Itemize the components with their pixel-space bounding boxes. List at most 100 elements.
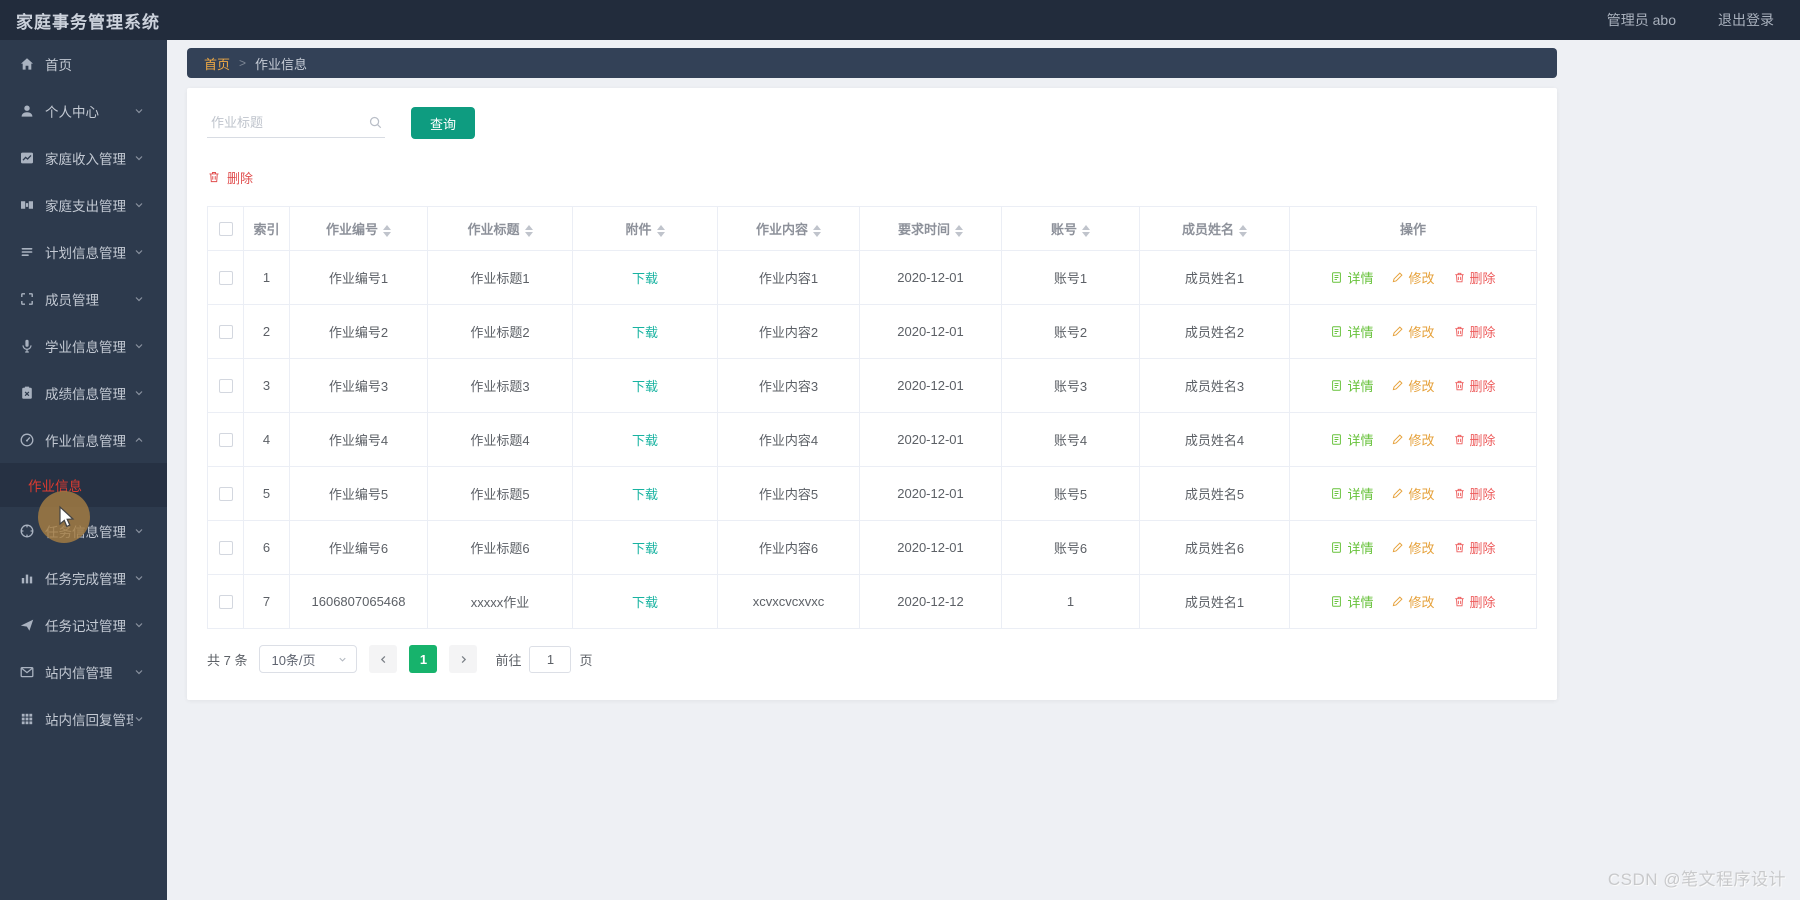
sidebar-item-task-info[interactable]: 任务信息管理: [0, 507, 167, 554]
pencil-icon: [1391, 325, 1404, 338]
row-checkbox[interactable]: [218, 271, 233, 286]
admin-user-label[interactable]: 管理员 abo: [1606, 12, 1676, 28]
column-header-title[interactable]: 作业标题: [427, 206, 573, 251]
column-header-select[interactable]: [207, 206, 244, 251]
mail-icon: [19, 664, 35, 680]
sidebar-item-homework-info[interactable]: 作业信息管理: [0, 416, 167, 463]
sort-carets-icon[interactable]: [656, 224, 665, 237]
next-page-button[interactable]: [449, 645, 478, 673]
row-checkbox[interactable]: [218, 379, 233, 394]
column-header-number[interactable]: 作业编号: [289, 206, 428, 251]
download-link[interactable]: 下载: [631, 325, 658, 340]
row-action-edit[interactable]: 修改: [1391, 322, 1435, 341]
logout-link[interactable]: 退出登录: [1718, 12, 1774, 28]
row-action-detail[interactable]: 详情: [1330, 484, 1373, 503]
chevron-down-icon: [133, 152, 145, 164]
sidebar-item-site-message[interactable]: 站内信管理: [0, 648, 167, 695]
current-page[interactable]: 1: [409, 645, 438, 673]
sidebar-subitem-homework-info-item[interactable]: 作业信息: [0, 463, 167, 507]
sort-carets-icon[interactable]: [383, 224, 391, 237]
search-field: [207, 108, 385, 138]
column-header-account[interactable]: 账号: [1001, 206, 1140, 251]
trash-icon: [1453, 271, 1466, 284]
table-row: 5 作业编号5 作业标题5 下载 作业内容5 2020-12-01 账号5 成员姓名5 详情 修改…: [207, 466, 1537, 521]
download-link[interactable]: 下载: [631, 271, 658, 286]
sidebar-item-home[interactable]: 首页: [0, 40, 167, 87]
row-action-delete[interactable]: 删除: [1453, 268, 1496, 287]
sidebar-item-score-info[interactable]: 成绩信息管理: [0, 369, 167, 416]
row-checkbox[interactable]: [218, 325, 233, 340]
chevron-down-icon: [133, 666, 145, 678]
sidebar-item-task-record[interactable]: 任务记过管理: [0, 601, 167, 648]
row-action-edit[interactable]: 修改: [1391, 538, 1435, 557]
sidebar-item-family-income[interactable]: 家庭收入管理: [0, 134, 167, 181]
account: 账号3: [1001, 358, 1140, 413]
delete-button[interactable]: 删除: [207, 168, 253, 187]
user-icon: [19, 103, 35, 119]
row-action-delete[interactable]: 删除: [1453, 376, 1496, 395]
sort-carets-icon[interactable]: [955, 224, 963, 237]
pencil-icon: [1391, 379, 1404, 392]
sidebar-item-study-info[interactable]: 学业信息管理: [0, 322, 167, 369]
row-action-label: 删除: [1469, 541, 1496, 556]
study-mic-icon: [19, 338, 35, 354]
download-link[interactable]: 下载: [631, 487, 658, 502]
download-link[interactable]: 下载: [631, 433, 658, 448]
select-all-checkbox[interactable]: [218, 222, 233, 237]
row-action-delete[interactable]: 删除: [1453, 322, 1496, 341]
row-action-delete[interactable]: 删除: [1453, 430, 1496, 449]
row-action-detail[interactable]: 详情: [1330, 430, 1373, 449]
pencil-icon: [1391, 595, 1404, 608]
sidebar-item-task-completion[interactable]: 任务完成管理: [0, 554, 167, 601]
sidebar-item-plan-info[interactable]: 计划信息管理: [0, 228, 167, 275]
sidebar-item-personal-center[interactable]: 个人中心: [0, 87, 167, 134]
prev-page-button[interactable]: [369, 645, 398, 673]
row-action-edit[interactable]: 修改: [1391, 484, 1435, 503]
row-action-edit[interactable]: 修改: [1391, 376, 1435, 395]
row-action-delete[interactable]: 删除: [1453, 484, 1496, 503]
row-action-detail[interactable]: 详情: [1330, 592, 1373, 611]
required-time: 2020-12-01: [859, 358, 1002, 413]
row-action-detail[interactable]: 详情: [1330, 322, 1373, 341]
breadcrumb-home[interactable]: 首页: [204, 56, 231, 72]
row-action-delete[interactable]: 删除: [1453, 592, 1496, 611]
search-input[interactable]: [209, 114, 357, 131]
homework-content: 作业内容5: [717, 466, 860, 521]
row-action-edit[interactable]: 修改: [1391, 430, 1435, 449]
page-size-select[interactable]: 10条/页: [259, 645, 358, 673]
row-action-detail[interactable]: 详情: [1330, 538, 1373, 557]
sidebar-item-site-message-reply[interactable]: 站内信回复管理: [0, 695, 167, 742]
column-header-content[interactable]: 作业内容: [717, 206, 860, 251]
row-action-detail[interactable]: 详情: [1330, 268, 1373, 287]
row-action-delete[interactable]: 删除: [1453, 538, 1496, 557]
required-time: 2020-12-01: [859, 250, 1002, 305]
sort-carets-icon[interactable]: [1082, 224, 1090, 237]
row-checkbox[interactable]: [218, 433, 233, 448]
download-link[interactable]: 下载: [631, 379, 658, 394]
row-action-detail[interactable]: 详情: [1330, 376, 1373, 395]
sidebar-item-family-expense[interactable]: 家庭支出管理: [0, 181, 167, 228]
sort-carets-icon[interactable]: [1239, 224, 1247, 237]
download-link[interactable]: 下载: [631, 595, 658, 610]
row-checkbox[interactable]: [218, 541, 233, 556]
column-header-attachment[interactable]: 附件: [572, 206, 718, 251]
sort-carets-icon[interactable]: [813, 224, 821, 237]
row-checkbox[interactable]: [218, 487, 233, 502]
query-button[interactable]: 查询: [411, 107, 476, 139]
homework-table: 索引 作业编号 作业标题 附件 作业内容 要求时间 账号 成员姓名 操作 1 作业编号1 作业标题1…: [207, 206, 1537, 629]
row-action-edit[interactable]: 修改: [1391, 592, 1435, 611]
goto-label: 前往: [495, 652, 522, 668]
row-action-edit[interactable]: 修改: [1391, 268, 1435, 287]
sidebar-item-label: 任务记过管理: [45, 618, 126, 634]
sort-carets-icon[interactable]: [524, 224, 533, 237]
sidebar-item-label: 作业信息管理: [45, 433, 126, 449]
sidebar-item-member-management[interactable]: 成员管理: [0, 275, 167, 322]
table-row: 2 作业编号2 作业标题2 下载 作业内容2 2020-12-01 账号2 成员姓名2 详情 修改…: [207, 304, 1537, 359]
goto-page-input[interactable]: [529, 645, 572, 673]
row-checkbox[interactable]: [218, 595, 233, 610]
row-actions: 详情 修改 删除: [1289, 520, 1537, 575]
column-header-time[interactable]: 要求时间: [859, 206, 1002, 251]
column-header-member[interactable]: 成员姓名: [1139, 206, 1290, 251]
download-link[interactable]: 下载: [631, 541, 658, 556]
